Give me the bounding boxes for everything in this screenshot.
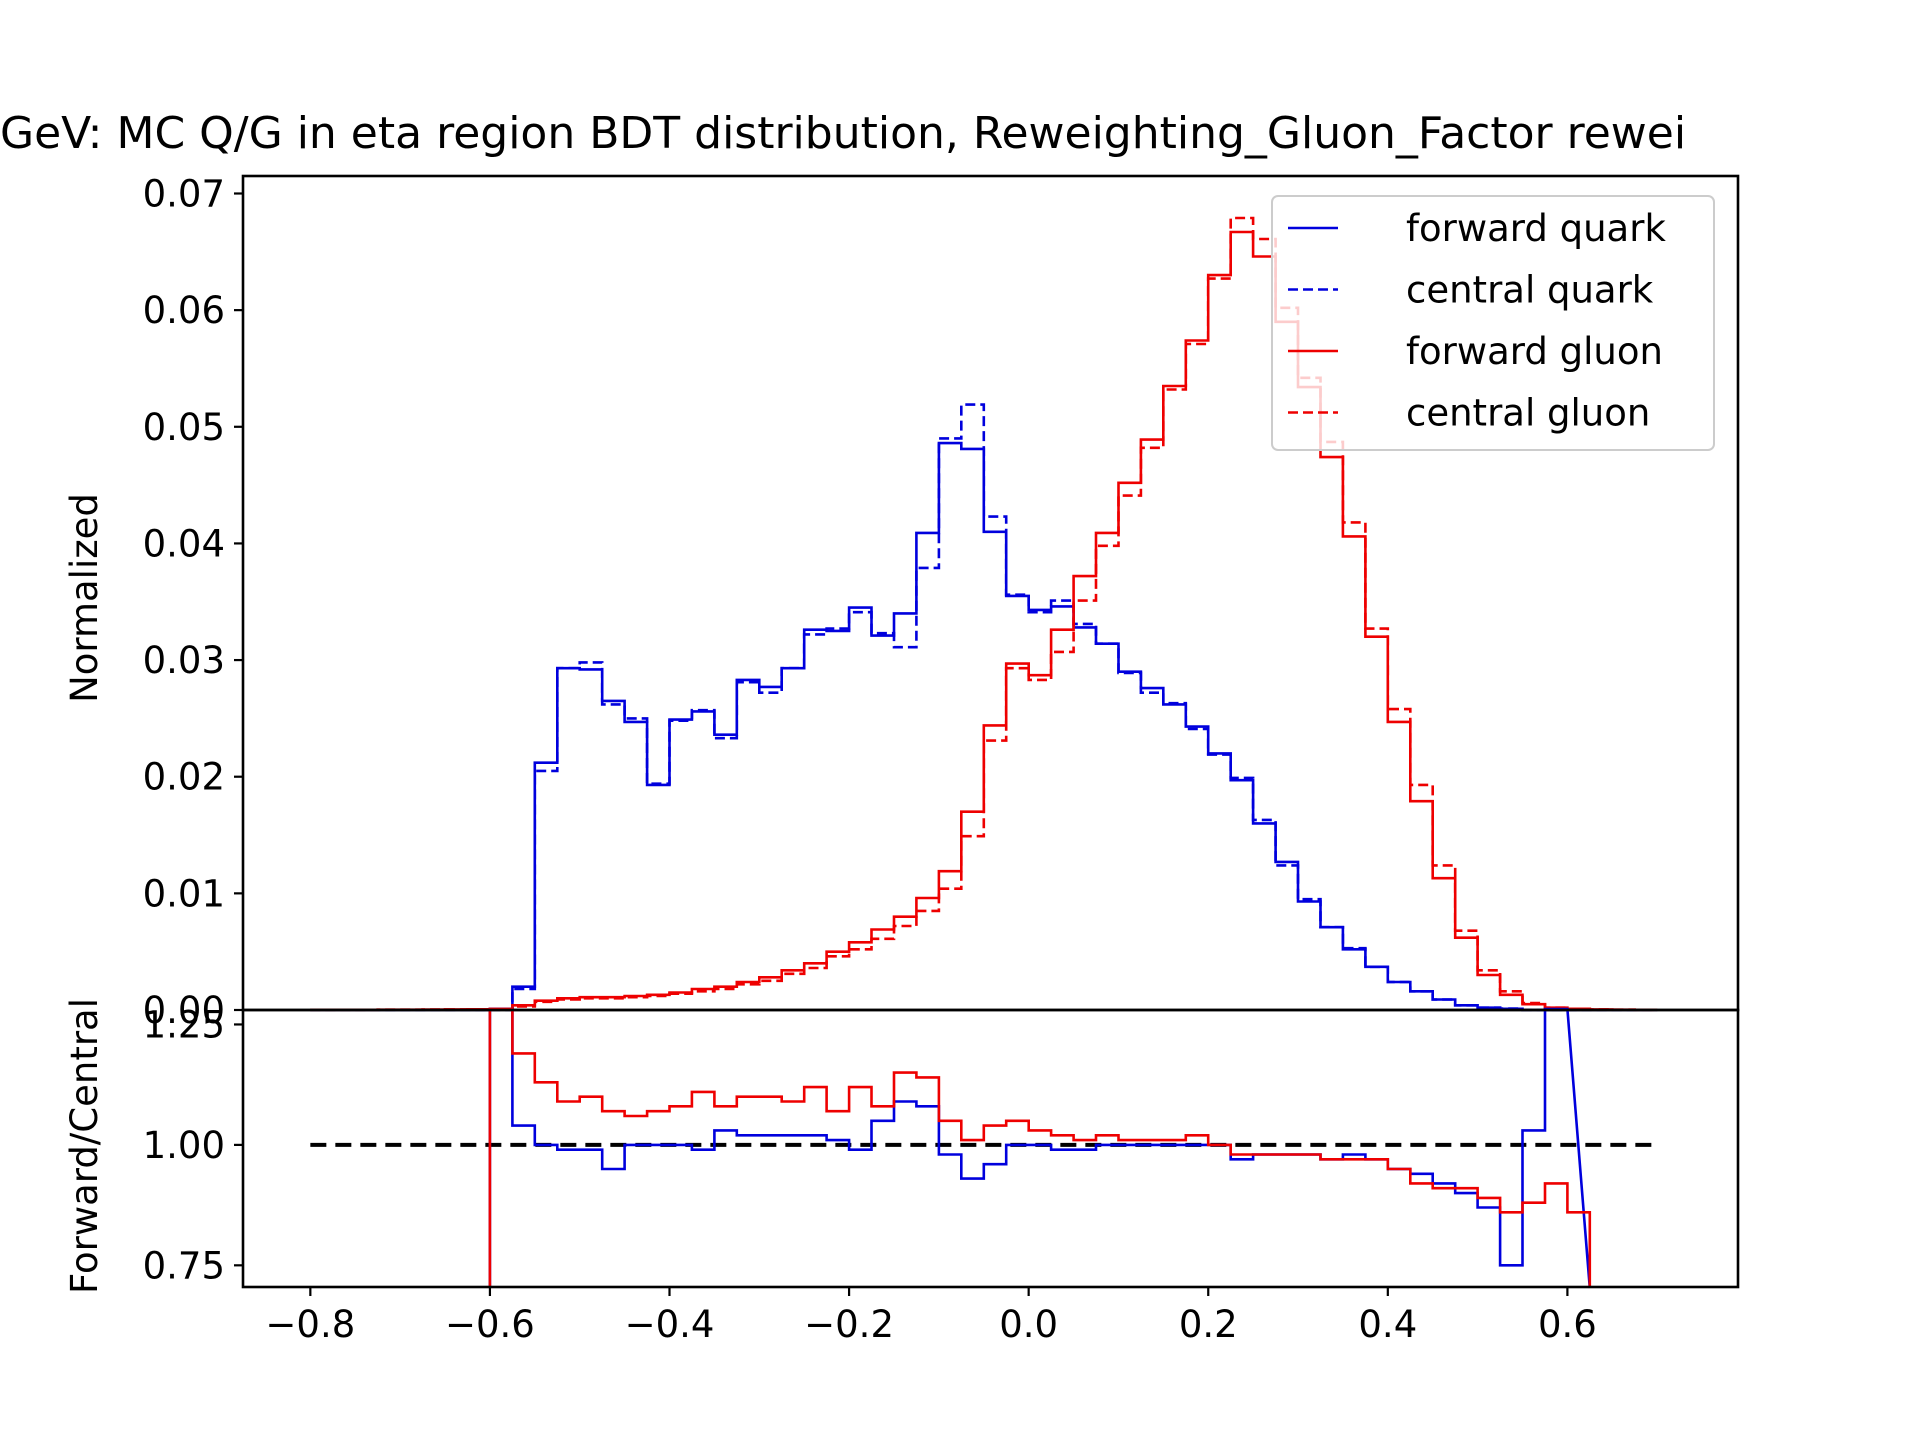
x-tick-label: 0.6 [1538, 1303, 1597, 1346]
x-tick-label: −0.2 [804, 1303, 894, 1346]
y-tick-label: 0.01 [143, 872, 225, 915]
y-tick-label: 0.05 [143, 406, 225, 449]
legend-label-central-gluon: central gluon [1406, 392, 1650, 435]
ratio-axes-frame [241, 1008, 1740, 1289]
main-histogram-panel: 0.00 0.01 0.02 0.03 0.04 0.05 0.06 0.07 Normali… [63, 172, 1740, 1032]
y-tick-label: 0.06 [143, 289, 225, 332]
y-tick-label: 0.02 [143, 756, 225, 799]
ratio-panel: 0.75 1.00 1.25 −0.8 −0.6 −0.4 −0.2 0.0 0.2 0.4 0.… [63, 998, 1740, 1346]
series-central-quark [310, 403, 1658, 1012]
ratio-y-ticks: 0.75 1.00 1.25 [143, 1003, 243, 1287]
legend: forward quark central quark forward gluon c… [1271, 195, 1715, 451]
series-central-gluon [310, 216, 1658, 1012]
x-tick-label: 0.4 [1358, 1303, 1417, 1346]
ratio-y-tick-label: 1.00 [143, 1124, 225, 1167]
ratio-y-tick-label: 1.25 [143, 1003, 225, 1046]
y-tick-label: 0.04 [143, 522, 225, 565]
legend-label-forward-gluon: forward gluon [1406, 330, 1663, 373]
ratio-y-tick-label: 0.75 [143, 1244, 225, 1287]
ratio-series-gluon [488, 1007, 1592, 1288]
ratio-series-group [310, 1007, 1658, 1289]
ratio-y-axis-label: Forward/Central [63, 998, 106, 1294]
y-tick-label: 0.07 [143, 172, 225, 215]
y-tick-label: 0.03 [143, 639, 225, 682]
main-y-ticks: 0.00 0.01 0.02 0.03 0.04 0.05 0.06 0.07 [143, 172, 243, 1032]
x-tick-label: −0.4 [625, 1303, 715, 1346]
chart-title: GeV: MC Q/G in eta region BDT distributi… [0, 108, 1686, 159]
main-series-group [310, 216, 1658, 1012]
x-tick-label: −0.8 [265, 1303, 355, 1346]
legend-box [1271, 195, 1715, 451]
ratio-x-ticks: −0.8 −0.6 −0.4 −0.2 0.0 0.2 0.4 0.6 [265, 1287, 1597, 1346]
y-tick-label: 0.00 [143, 989, 225, 1032]
legend-label-forward-quark: forward quark [1406, 207, 1666, 250]
ratio-series-quark [488, 1007, 1592, 1289]
x-tick-label: −0.6 [445, 1303, 535, 1346]
x-tick-label: 0.2 [1179, 1303, 1238, 1346]
legend-label-central-quark: central quark [1406, 269, 1654, 312]
main-y-axis-label: Normalized [63, 493, 106, 703]
x-tick-label: 0.0 [999, 1303, 1058, 1346]
